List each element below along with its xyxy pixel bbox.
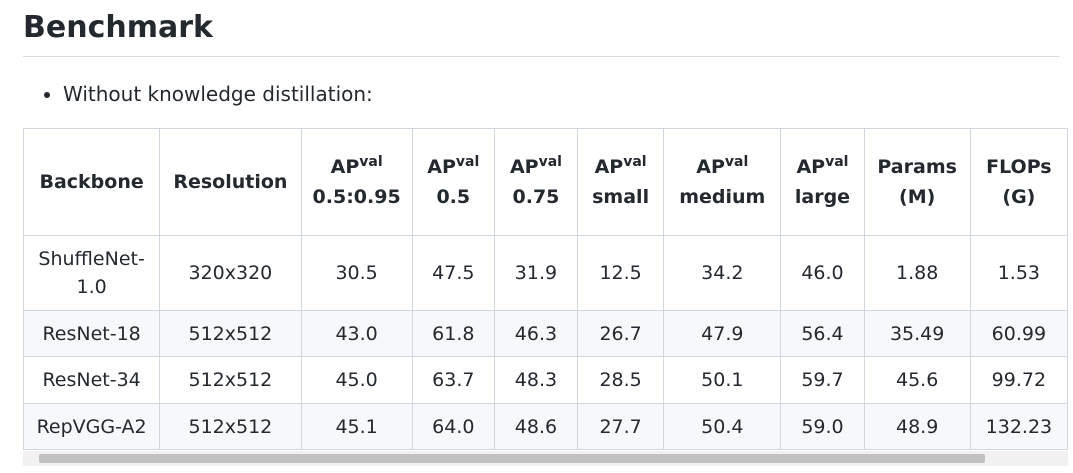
cell: 59.7 xyxy=(780,356,865,404)
header-text: AP xyxy=(330,156,360,178)
cell: 46.0 xyxy=(780,235,865,311)
header-sup: val xyxy=(538,154,562,170)
cell: 48.9 xyxy=(863,403,971,450)
cell: RepVGG-A2 xyxy=(22,403,161,450)
scrollbar[interactable] xyxy=(23,451,1068,466)
bullet: Without knowledge distillation: xyxy=(63,80,373,108)
cell: 28.5 xyxy=(577,356,665,404)
header-row: Backbone Resolution APval 0.5:0.95 APval 0.5 A… xyxy=(22,128,1069,236)
header-cell: APval medium xyxy=(663,128,782,236)
cell: 59.0 xyxy=(780,403,865,450)
cell: 60.99 xyxy=(969,310,1069,357)
cell: 47.9 xyxy=(663,310,782,357)
bullet-list: Without knowledge distillation: xyxy=(23,80,373,108)
header-sub: (G) xyxy=(1002,186,1036,208)
cell: 43.0 xyxy=(300,310,413,357)
cell: 512x512 xyxy=(159,356,302,404)
cell: 48.6 xyxy=(493,403,579,450)
header-sup: val xyxy=(623,154,647,170)
cell: 61.8 xyxy=(411,310,495,357)
table-row: ResNet-18 512x512 43.0 61.8 46.3 26.7 47.9 56.4… xyxy=(22,310,1069,357)
header-text: AP xyxy=(796,156,826,178)
heading: Benchmark xyxy=(23,10,213,45)
header-sup: val xyxy=(724,154,749,170)
cell: ResNet-34 xyxy=(22,356,161,404)
cell: 31.9 xyxy=(493,235,579,311)
header-sup: val xyxy=(825,154,849,170)
cell: ShuffleNet-1.0 xyxy=(22,235,161,311)
header-cell: Backbone xyxy=(22,128,161,236)
header-cell: Params (M) xyxy=(863,128,971,236)
header-sub: medium xyxy=(679,186,766,208)
cell: 64.0 xyxy=(411,403,495,450)
scrollbar-thumb[interactable] xyxy=(39,454,985,463)
cell: ResNet-18 xyxy=(22,310,161,357)
table-row: ShuffleNet-1.0 320x320 30.5 47.5 31.9 12.5 34.… xyxy=(22,235,1069,311)
cell: 512x512 xyxy=(159,403,302,450)
header-sup: val xyxy=(359,154,383,170)
cell: 320x320 xyxy=(159,235,302,311)
cell: 27.7 xyxy=(577,403,665,450)
cell: 1.53 xyxy=(969,235,1069,311)
header-text: AP xyxy=(509,156,539,178)
table-row: ResNet-34 512x512 45.0 63.7 48.3 28.5 50.1 59.7… xyxy=(22,356,1069,404)
header-cell: FLOPs (G) xyxy=(969,128,1069,236)
header-sub: small xyxy=(592,186,650,208)
cell: 47.5 xyxy=(411,235,495,311)
header-text: AP xyxy=(696,156,725,178)
header-sub: 0.75 xyxy=(512,186,560,208)
cell: 46.3 xyxy=(493,310,579,357)
header-sub: 0.5:0.95 xyxy=(312,186,401,208)
heading-rule xyxy=(23,56,1060,57)
cell: 50.4 xyxy=(663,403,782,450)
cell: 1.88 xyxy=(863,235,971,311)
cell: 56.4 xyxy=(780,310,865,357)
header-text: Resolution xyxy=(173,171,288,193)
cell: 512x512 xyxy=(159,310,302,357)
header-sub: large xyxy=(794,186,851,208)
cell: 12.5 xyxy=(577,235,665,311)
cell: 45.0 xyxy=(300,356,413,404)
header-text: AP xyxy=(594,156,624,178)
cell: 30.5 xyxy=(300,235,413,311)
header-text: FLOPs xyxy=(986,156,1052,178)
header-cell: APval 0.5 xyxy=(411,128,495,236)
header-cell: APval large xyxy=(780,128,865,236)
table-row: RepVGG-A2 512x512 45.1 64.0 48.6 27.7 50.4 59.0… xyxy=(22,403,1069,450)
header-sub: (M) xyxy=(899,186,936,208)
cell: 48.3 xyxy=(493,356,579,404)
cell: 45.6 xyxy=(863,356,971,404)
header-cell: Resolution xyxy=(159,128,302,236)
header-sup: val xyxy=(455,154,480,170)
cell: 34.2 xyxy=(663,235,782,311)
header-text: AP xyxy=(427,156,456,178)
cell: 35.49 xyxy=(863,310,971,357)
cell: 45.1 xyxy=(300,403,413,450)
cell: 26.7 xyxy=(577,310,665,357)
header-sub: 0.5 xyxy=(436,186,471,208)
cell: 132.23 xyxy=(969,403,1069,450)
cell: 50.1 xyxy=(663,356,782,404)
header-text: Backbone xyxy=(39,171,144,193)
header-cell: APval 0.5:0.95 xyxy=(300,128,413,236)
header-cell: APval 0.75 xyxy=(493,128,579,236)
header-text: Params xyxy=(877,156,957,178)
header-cell: APval small xyxy=(577,128,665,236)
benchmark-table: Backbone Resolution APval 0.5:0.95 APval 0.5 A… xyxy=(22,128,1069,450)
cell: 63.7 xyxy=(411,356,495,404)
cell: 99.72 xyxy=(969,356,1069,404)
